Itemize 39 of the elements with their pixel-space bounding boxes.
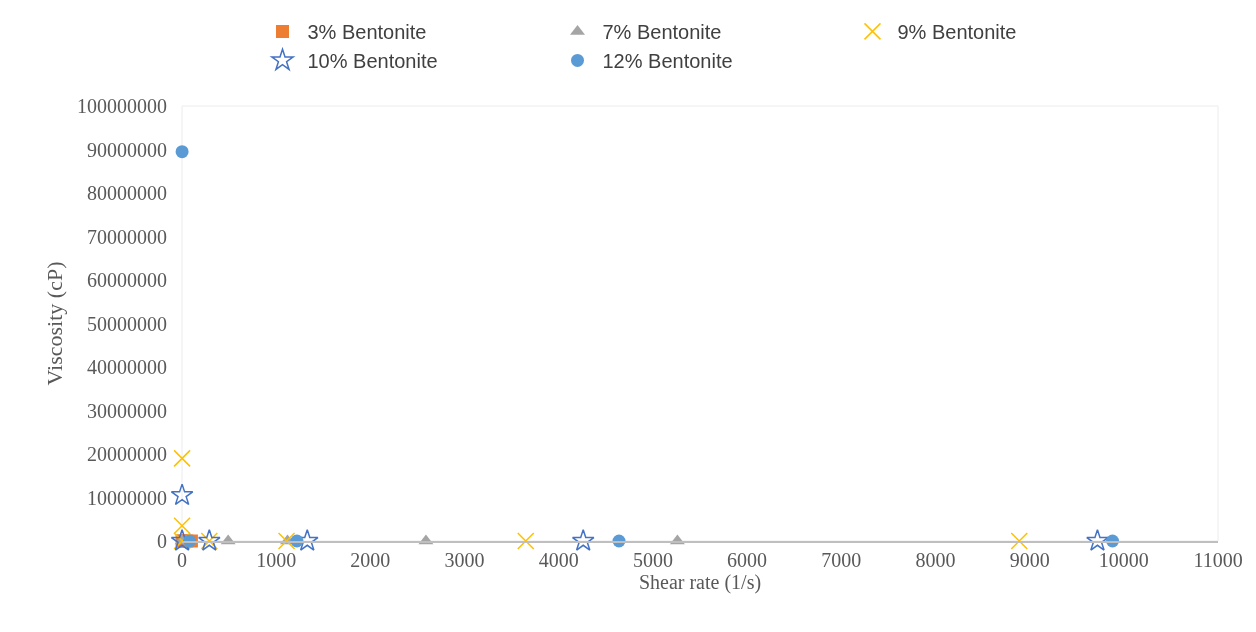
x-tick-label: 2000 xyxy=(350,549,391,571)
point xyxy=(1010,532,1029,550)
y-tick-label: 0 xyxy=(157,530,167,552)
x-tick-label: 0 xyxy=(177,549,187,571)
legend-label: 7% Bentonite xyxy=(602,21,722,44)
point xyxy=(173,517,191,535)
x-tick-label: 9000 xyxy=(1009,549,1050,571)
x-tick-label: 4000 xyxy=(538,549,579,571)
y-tick-label: 70000000 xyxy=(87,225,167,248)
x-tick-label: 3000 xyxy=(444,549,485,571)
legend-label: 12% Bentonite xyxy=(602,50,733,73)
y-tick-label: 30000000 xyxy=(87,399,167,422)
point xyxy=(517,532,535,550)
x-tick-label: 8000 xyxy=(915,549,956,571)
point xyxy=(173,449,191,468)
legend-label: 3% Bentonite xyxy=(307,21,427,44)
legend-label: 10% Bentonite xyxy=(307,50,438,73)
y-tick-label: 60000000 xyxy=(87,269,167,291)
point xyxy=(1086,529,1109,551)
x-tick-label: 11000 xyxy=(1193,549,1243,571)
x-axis-title: Shear rate (1/s) xyxy=(638,571,762,594)
x-tick-label: 7000 xyxy=(821,549,862,571)
x-tick-label: 6000 xyxy=(727,549,768,571)
x-tick-label: 5000 xyxy=(632,549,673,571)
y-axis-title: Viscosity (cP) xyxy=(41,261,67,386)
point xyxy=(571,529,595,551)
y-tick-label: 40000000 xyxy=(87,356,167,378)
legend-label: 9% Bentonite xyxy=(897,21,1017,44)
y-tick-label: 20000000 xyxy=(87,443,167,465)
point xyxy=(277,532,296,550)
point xyxy=(175,145,189,159)
y-tick-label: 90000000 xyxy=(87,138,167,161)
y-tick-label: 50000000 xyxy=(87,312,167,335)
point xyxy=(170,483,194,506)
x-tick-label: 1000 xyxy=(256,549,297,571)
y-tick-label: 100000000 xyxy=(77,95,167,117)
y-tick-label: 80000000 xyxy=(87,182,167,204)
y-tick-label: 10000000 xyxy=(87,486,167,509)
x-tick-label: 10000 xyxy=(1098,549,1149,571)
